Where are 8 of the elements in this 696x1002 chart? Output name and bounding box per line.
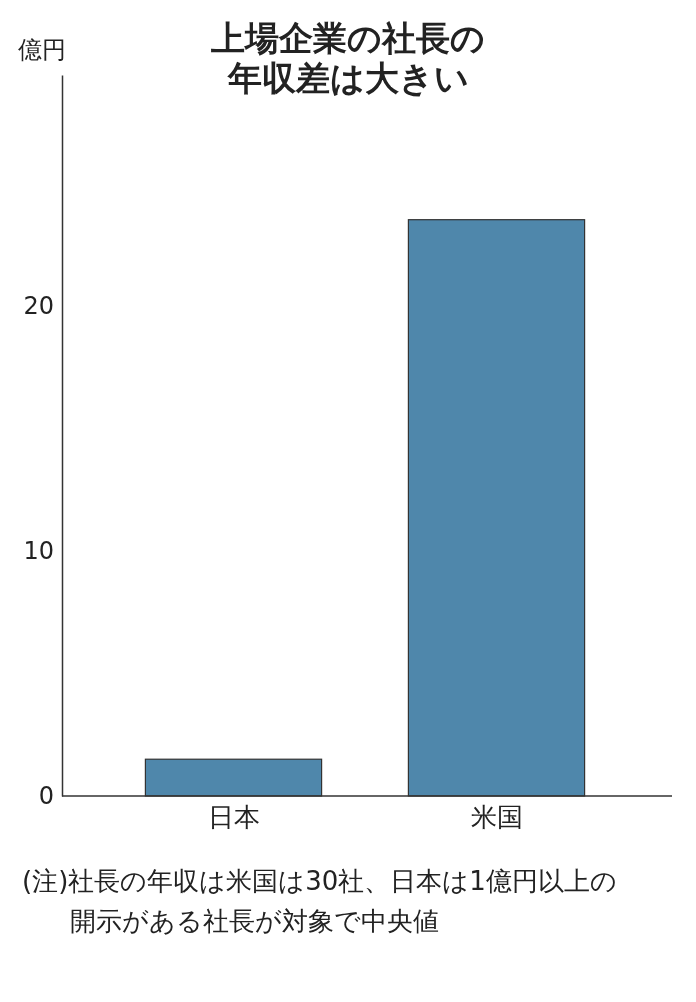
text: (注)社長の年収は米国は30社、日本は1億円以上の開示がある社長が対象で中央値 [22,866,617,936]
y-axis-title: 億円 [18,36,66,64]
chart-title: 上場企業の社長の年収差は大きい [210,18,485,98]
x-tick-label: 日本 [207,802,260,833]
x-tick-label: 米国 [470,802,523,833]
y-tick-label: 0 [38,782,54,811]
y-tick-label: 20 [23,291,54,320]
y-tick-label: 10 [23,536,54,565]
